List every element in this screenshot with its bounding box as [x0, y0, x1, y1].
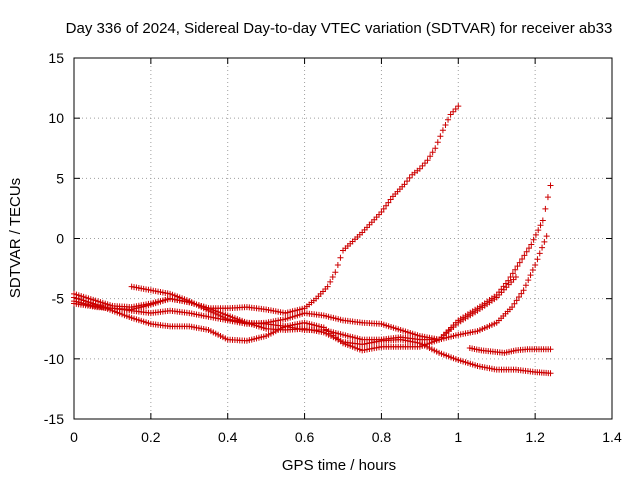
data-point — [516, 293, 523, 300]
data-point — [516, 259, 523, 266]
data-point — [519, 255, 526, 262]
data-point — [535, 227, 542, 234]
chart-title: Day 336 of 2024, Sidereal Day-to-day VTE… — [66, 20, 613, 37]
data-point — [378, 209, 385, 216]
series-sat-d — [128, 233, 550, 343]
data-point — [541, 238, 548, 245]
data-point — [406, 174, 413, 181]
y-tick-label: 0 — [56, 231, 64, 247]
data-point — [509, 270, 516, 277]
data-point — [385, 199, 392, 206]
data-point — [421, 160, 428, 167]
data-point — [337, 254, 344, 261]
y-tick-label: -15 — [44, 411, 64, 427]
data-point — [452, 105, 459, 112]
data-point — [427, 153, 434, 160]
data-point — [447, 111, 454, 118]
data-point — [434, 139, 441, 146]
data-point — [511, 300, 518, 307]
series-sat-e — [71, 274, 519, 343]
data-point — [547, 182, 554, 189]
data-point — [525, 245, 532, 252]
x-tick-label: 1 — [454, 429, 462, 445]
data-point — [445, 116, 452, 123]
series-sat-f — [466, 345, 554, 356]
data-point — [534, 256, 541, 263]
data-point — [455, 103, 462, 110]
series-sat-b — [71, 290, 554, 377]
x-tick-label: 0.6 — [295, 429, 315, 445]
data-point — [547, 346, 554, 353]
data-point — [329, 274, 336, 281]
x-tick-label: 1.2 — [525, 429, 545, 445]
x-axis-label: GPS time / hours — [282, 457, 396, 474]
data-point — [547, 370, 554, 377]
data-point — [416, 165, 423, 172]
data-point — [380, 205, 387, 212]
data-points — [71, 103, 554, 377]
x-tick-label: 1.4 — [602, 429, 622, 445]
data-point — [512, 266, 519, 273]
x-tick-label: 0.2 — [141, 429, 161, 445]
data-point — [532, 231, 539, 238]
data-point — [442, 121, 449, 128]
data-point — [327, 278, 334, 285]
data-point — [437, 133, 444, 140]
data-point — [529, 267, 536, 274]
data-point — [518, 290, 525, 297]
y-tick-label: -5 — [52, 291, 65, 307]
data-point — [324, 283, 331, 290]
data-point — [401, 181, 408, 188]
data-point — [419, 162, 426, 169]
x-axis: 0 0.2 0.4 0.6 0.8 1 1.2 1.4 — [70, 58, 622, 445]
data-point — [539, 244, 546, 251]
data-point — [532, 261, 539, 268]
data-point — [525, 277, 532, 284]
data-point — [334, 261, 341, 268]
data-point — [383, 202, 390, 209]
x-tick-label: 0.8 — [372, 429, 392, 445]
x-tick-label: 0.4 — [218, 429, 238, 445]
data-point — [537, 222, 544, 229]
data-point — [520, 287, 527, 294]
data-point — [536, 250, 543, 257]
data-point — [332, 269, 339, 276]
y-tick-label: 5 — [56, 170, 64, 186]
data-point — [522, 282, 529, 289]
data-point — [523, 248, 530, 255]
data-point — [507, 274, 514, 281]
data-point — [404, 178, 411, 185]
data-point — [527, 272, 534, 279]
data-point — [544, 194, 551, 201]
data-point — [539, 217, 546, 224]
data-point — [439, 127, 446, 134]
data-point — [513, 297, 520, 304]
data-point — [450, 108, 457, 115]
data-point — [509, 304, 516, 311]
data-point — [387, 196, 394, 203]
series-sat-a — [71, 103, 462, 317]
data-point — [528, 241, 535, 248]
data-point — [512, 274, 519, 281]
y-tick-label: 10 — [48, 110, 64, 126]
data-point — [543, 233, 550, 240]
data-point — [424, 157, 431, 164]
data-point — [542, 205, 549, 212]
data-point — [432, 145, 439, 152]
data-point — [521, 252, 528, 259]
data-point — [530, 236, 537, 243]
y-tick-label: 15 — [48, 50, 64, 66]
y-axis-label: SDTVAR / TECUs — [7, 178, 24, 298]
data-point — [514, 263, 521, 270]
data-point — [429, 149, 436, 156]
y-tick-label: -10 — [44, 351, 64, 367]
y-axis: -15 -10 -5 0 5 10 15 — [44, 50, 612, 427]
x-tick-label: 0 — [70, 429, 78, 445]
grid-lines — [74, 58, 612, 419]
